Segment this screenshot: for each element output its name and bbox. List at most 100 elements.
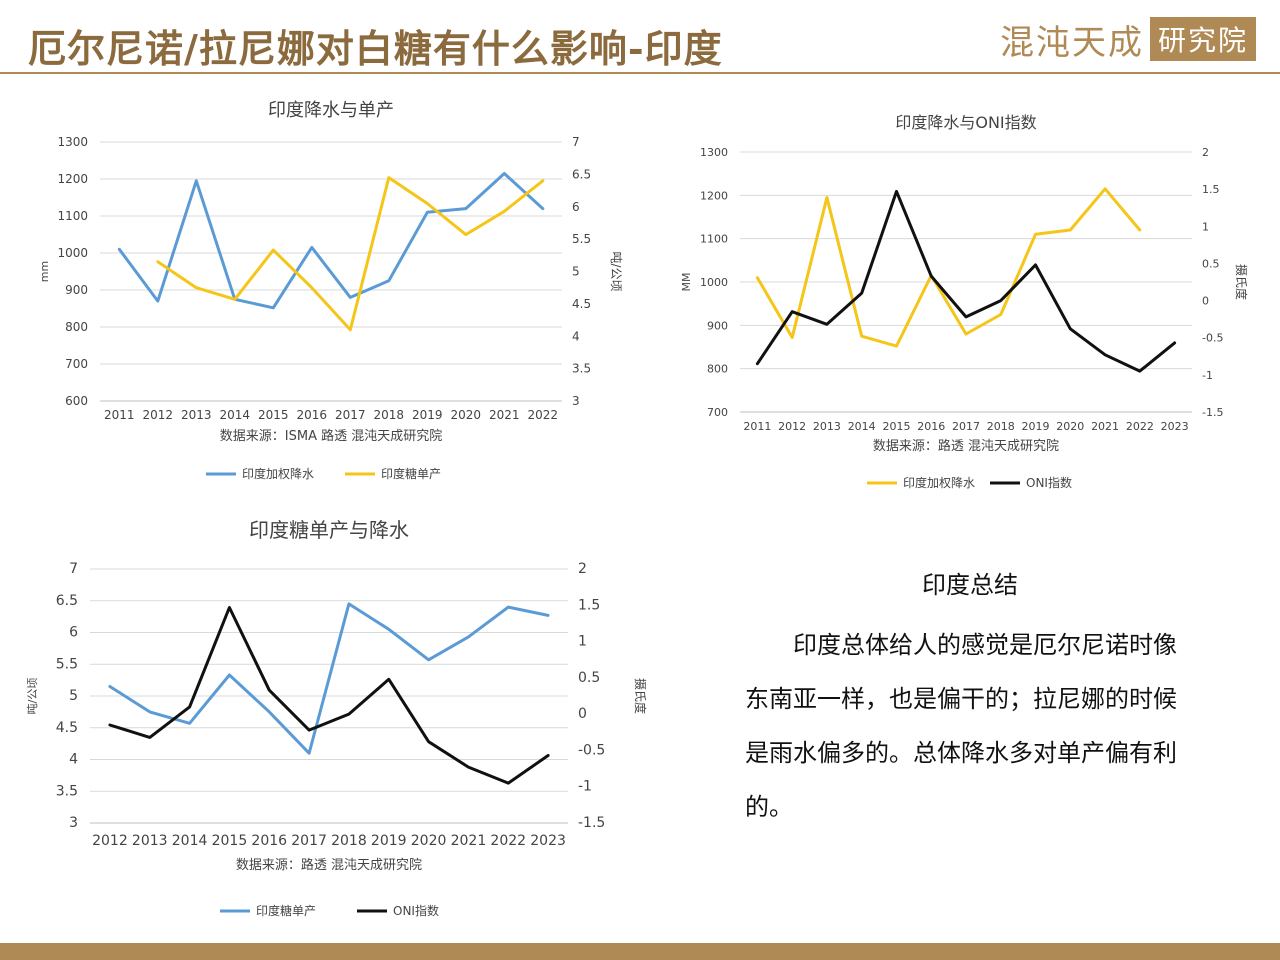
y-tick-label: 3: [69, 815, 78, 831]
summary-panel: 印度总结 印度总体给人的感觉是厄尔尼诺时像东南亚一样，也是偏干的；拉尼娜的时候是…: [745, 565, 1195, 834]
legend-label: ONI指数: [1026, 475, 1072, 490]
legend-label: 印度加权降水: [903, 475, 975, 490]
y2-tick-label: 0: [578, 706, 587, 722]
series-line-0: [117, 172, 545, 310]
x-tick-label: 2022: [527, 408, 558, 422]
y2-tick-label: 1: [1202, 220, 1209, 233]
y2-tick-label: 6: [572, 200, 580, 214]
series-line-1: [755, 189, 1177, 373]
y2-tick-label: 2: [1202, 146, 1209, 159]
y-tick-label: 1000: [57, 246, 88, 260]
x-tick-label: 2022: [490, 833, 526, 849]
x-tick-label: 2016: [917, 420, 945, 433]
y-tick-label: 6.5: [56, 593, 78, 609]
y-tick-label: 700: [707, 406, 728, 419]
x-tick-label: 2017: [335, 408, 366, 422]
y-tick-label: 1000: [700, 276, 728, 289]
x-tick-label: 2011: [104, 408, 135, 422]
y-tick-label: 1100: [700, 233, 728, 246]
y2-tick-label: 0.5: [578, 670, 600, 686]
y2-axis-label: 摄氏度: [633, 678, 648, 714]
y-tick-label: 1200: [57, 172, 88, 186]
x-tick-label: 2017: [952, 420, 980, 433]
y-tick-label: 800: [65, 320, 88, 334]
x-tick-label: 2012: [778, 420, 806, 433]
x-tick-label: 2020: [450, 408, 481, 422]
y2-tick-label: 2: [578, 561, 587, 577]
y-tick-label: 7: [69, 561, 78, 577]
x-tick-label: 2020: [1056, 420, 1084, 433]
x-tick-label: 2014: [219, 408, 250, 422]
summary-title: 印度总结: [922, 571, 1018, 599]
x-tick-label: 2020: [411, 833, 447, 849]
x-tick-label: 2015: [882, 420, 910, 433]
x-tick-label: 2016: [296, 408, 327, 422]
y-tick-label: 1300: [57, 135, 88, 149]
y2-tick-label: 5.5: [572, 232, 591, 246]
x-tick-label: 2011: [743, 420, 771, 433]
logo-script: 混沌天成: [1000, 22, 1144, 63]
y2-tick-label: 7: [572, 135, 580, 149]
y2-axis-label: 吨/公顷: [609, 251, 623, 291]
x-tick-label: 2021: [489, 408, 520, 422]
y-tick-label: 900: [707, 319, 728, 332]
summary-body: 印度总体给人的感觉是厄尔尼诺时像东南亚一样，也是偏干的；拉尼娜的时候是雨水偏多的…: [745, 631, 1177, 821]
data-source: 数据来源：ISMA 路透 混沌天成研究院: [220, 428, 442, 444]
x-tick-label: 2016: [251, 833, 287, 849]
series-line-1: [156, 176, 545, 332]
x-tick-label: 2012: [92, 833, 128, 849]
x-tick-label: 2018: [373, 408, 404, 422]
y-tick-label: 1300: [700, 146, 728, 159]
data-source: 数据来源：路透 混沌天成研究院: [873, 438, 1059, 454]
legend-label: 印度加权降水: [242, 466, 314, 481]
y2-tick-label: 1.5: [1202, 183, 1220, 196]
x-tick-label: 2023: [1161, 420, 1189, 433]
y2-tick-label: -1: [578, 779, 592, 795]
header-divider: [0, 72, 1280, 74]
y2-tick-label: 5: [572, 265, 580, 279]
x-tick-label: 2021: [1091, 420, 1119, 433]
x-tick-label: 2013: [132, 833, 168, 849]
legend-label: ONI指数: [393, 903, 439, 918]
y-tick-label: 4.5: [56, 720, 78, 736]
x-tick-label: 2014: [848, 420, 876, 433]
y-tick-label: 900: [65, 283, 88, 297]
y2-tick-label: -1.5: [578, 815, 605, 831]
y2-tick-label: 3: [572, 394, 580, 408]
series-line-0: [108, 602, 550, 755]
x-tick-label: 2017: [291, 833, 327, 849]
x-tick-label: 2023: [530, 833, 566, 849]
y2-axis-label: 摄氏度: [1234, 264, 1249, 300]
x-tick-label: 2018: [987, 420, 1015, 433]
chart-rainfall-oni: 印度降水与ONI指数 700 800 900 1000 1100 1200 1300 -1.5 -…: [680, 113, 1249, 490]
legend-label: 印度糖单产: [381, 466, 441, 481]
y-axis-label: mm: [38, 261, 51, 282]
chart-rainfall-yield: 印度降水与单产 600 700 800 900 1000 1100 1200 1300 3 3.5 4…: [38, 100, 623, 481]
y-tick-label: 4: [69, 752, 78, 768]
chart-yield-oni: 印度糖单产与降水 3 3.5 4 4.5 5 5.5 6 6.5 7 -1.5 -1 -0.5 0 0.5 1…: [26, 518, 648, 918]
logo-box: 研究院: [1150, 17, 1257, 61]
x-tick-label: 2022: [1126, 420, 1154, 433]
x-tick-label: 2014: [172, 833, 208, 849]
y2-tick-label: 1.5: [578, 597, 600, 613]
x-tick-label: 2019: [371, 833, 407, 849]
chart-title: 印度糖单产与降水: [249, 518, 409, 542]
y2-tick-label: 6.5: [572, 167, 591, 181]
x-tick-label: 2021: [451, 833, 487, 849]
x-tick-label: 2015: [258, 408, 289, 422]
y2-tick-label: -0.5: [1202, 332, 1223, 345]
logo: 混沌天成 研究院: [1000, 16, 1257, 63]
y-tick-label: 5.5: [56, 656, 78, 672]
y2-tick-label: -0.5: [578, 742, 605, 758]
x-tick-label: 2012: [142, 408, 173, 422]
x-tick-label: 2019: [1022, 420, 1050, 433]
y2-tick-label: 0: [1202, 295, 1209, 308]
y-tick-label: 6: [69, 625, 78, 641]
y2-tick-label: 4.5: [572, 297, 591, 311]
x-tick-label: 2015: [212, 833, 248, 849]
footer-bar: [0, 943, 1280, 960]
y2-tick-label: 4: [572, 329, 580, 343]
chart-title: 印度降水与单产: [268, 100, 394, 121]
y-tick-label: 600: [65, 394, 88, 408]
y2-tick-label: 3.5: [572, 362, 591, 376]
